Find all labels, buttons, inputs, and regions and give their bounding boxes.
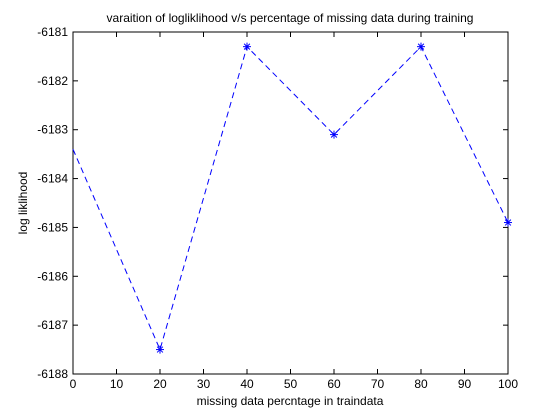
y-tick-label: -6184 <box>37 172 68 186</box>
asterisk-stroke <box>243 43 251 50</box>
series-line <box>72 45 509 352</box>
asterisk-stroke <box>417 43 425 50</box>
x-tick-label: 50 <box>284 377 298 391</box>
y-axis-label: log liklihood <box>16 172 30 235</box>
data-point <box>417 42 425 51</box>
asterisk-stroke <box>504 219 512 226</box>
data-point <box>243 42 251 51</box>
y-tick-label: -6185 <box>37 220 68 234</box>
x-tick-label: 100 <box>498 377 518 391</box>
plot-area <box>72 31 509 375</box>
y-tick-label: -6188 <box>37 367 68 381</box>
y-tick-label: -6187 <box>37 318 68 332</box>
data-point <box>504 218 512 227</box>
x-tick-label: 30 <box>197 377 211 391</box>
asterisk-stroke <box>330 131 338 138</box>
y-tick-label: -6183 <box>37 123 68 137</box>
x-axis-label: missing data percntage in traindata <box>197 394 384 408</box>
y-tick-label: -6181 <box>37 25 68 39</box>
x-tick-label: 10 <box>110 377 124 391</box>
x-tick-label: 80 <box>414 377 428 391</box>
x-tick-label: 90 <box>458 377 472 391</box>
y-tick-label: -6182 <box>37 74 68 88</box>
tick-layer: 0 10 20 30 40 50 60 70 80 90 100 -6188 -6187 -6186 -61… <box>37 25 518 391</box>
data-point <box>330 130 338 139</box>
asterisk-stroke <box>156 346 164 353</box>
x-tick-label: 60 <box>327 377 341 391</box>
x-tick-label: 70 <box>371 377 385 391</box>
data-point <box>156 345 164 354</box>
x-tick-label: 20 <box>153 377 167 391</box>
x-tick-label: 0 <box>70 377 77 391</box>
series-layer <box>72 42 512 354</box>
x-tick-label: 40 <box>240 377 254 391</box>
y-tick-label: -6186 <box>37 269 68 283</box>
chart-title: varaition of logliklihood v/s percentage… <box>107 11 474 25</box>
